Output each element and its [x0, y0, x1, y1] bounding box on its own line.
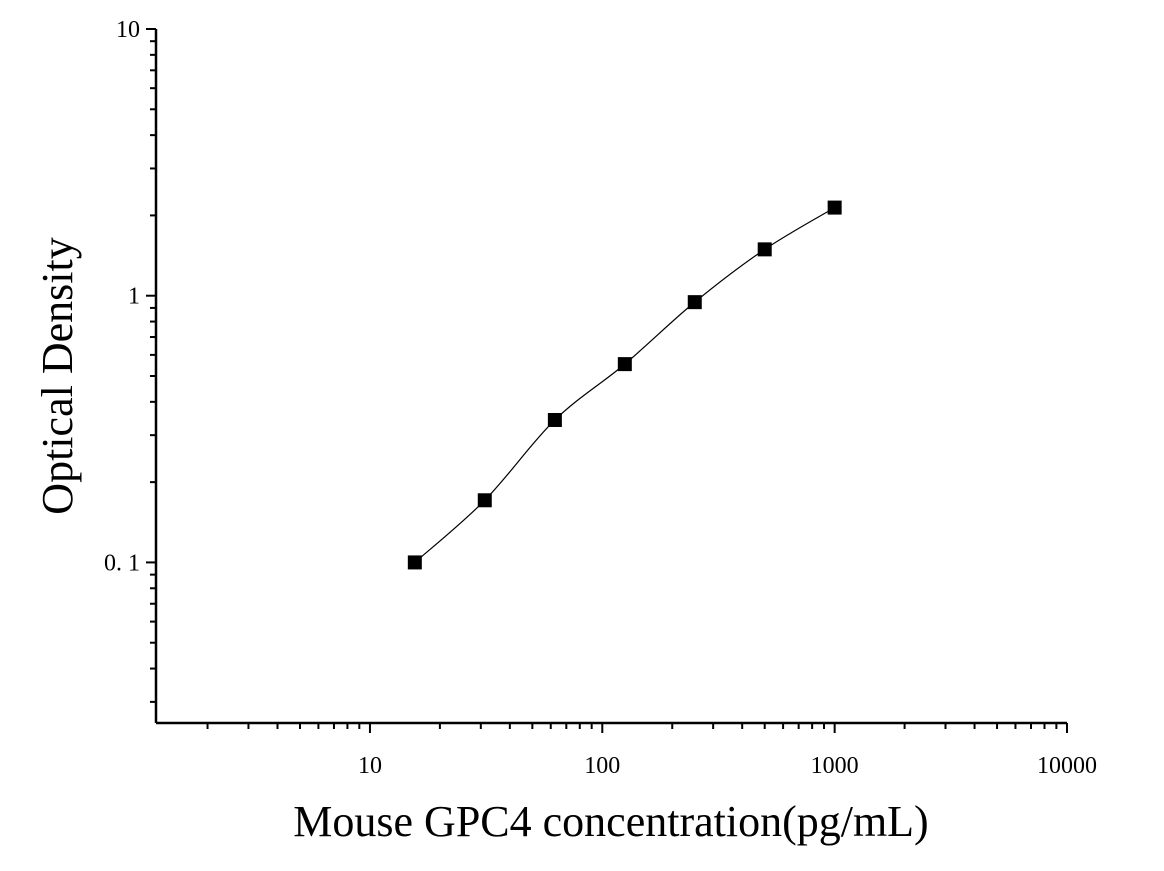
y-tick-label: 0. 1	[104, 550, 140, 576]
data-point-marker	[827, 200, 842, 215]
y-tick-label: 10	[116, 17, 140, 43]
data-point-marker	[687, 295, 702, 310]
x-tick-label: 100	[584, 753, 620, 779]
tick-labels: 10 100 1000 10000 0. 1 1 10	[104, 17, 1097, 779]
data-point-marker	[547, 412, 562, 427]
y-tick-label: 1	[128, 284, 140, 310]
x-tick-label: 1000	[811, 753, 859, 779]
y-axis-title: Optical Density	[33, 237, 82, 514]
x-tick-label: 10	[358, 753, 382, 779]
x-tick-label: 10000	[1037, 753, 1097, 779]
fit-curve	[414, 207, 835, 563]
data-point-marker	[477, 493, 492, 508]
data-markers	[407, 200, 842, 570]
x-axis-title: Mouse GPC4 concentration(pg/mL)	[293, 797, 928, 846]
data-point-marker	[757, 242, 772, 257]
data-point-marker	[617, 357, 632, 372]
axes	[146, 28, 1068, 733]
fit-curve-group	[414, 207, 835, 563]
data-point-marker	[407, 555, 422, 570]
